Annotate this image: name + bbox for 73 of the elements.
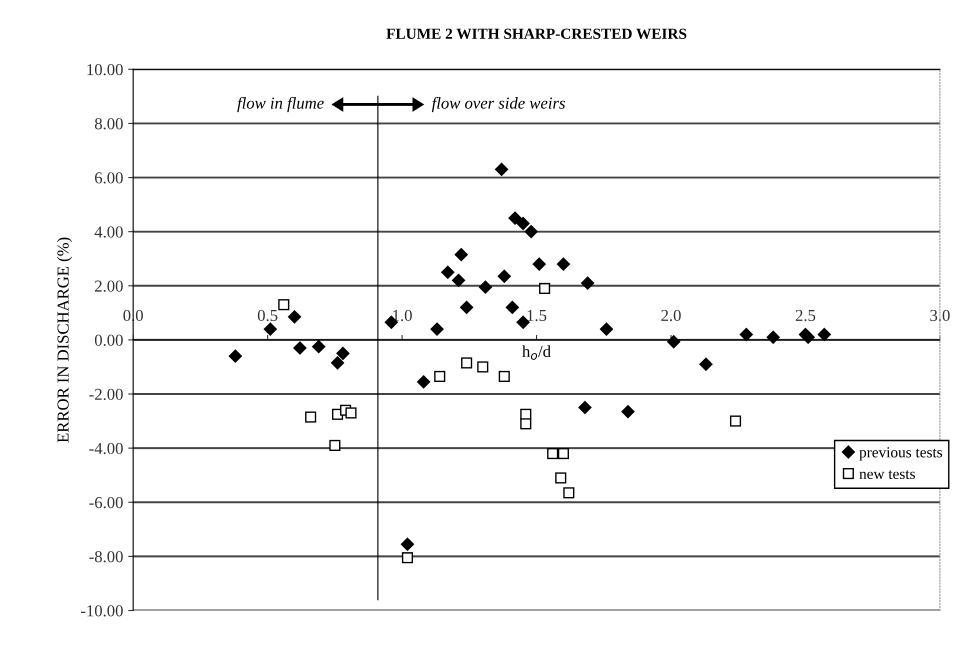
y-tick-label: -4.00 bbox=[89, 442, 123, 454]
point bbox=[330, 356, 344, 370]
x-tick-label: 0.5 bbox=[258, 310, 278, 322]
point bbox=[556, 258, 570, 271]
y-axis-title: ERROR IN DISCHARGE (%) bbox=[56, 238, 72, 442]
x-tick-label: 3.0 bbox=[930, 310, 950, 322]
point bbox=[228, 350, 242, 363]
point bbox=[336, 346, 350, 360]
point bbox=[264, 322, 277, 336]
point bbox=[578, 400, 592, 414]
x-axis-title: h$_{o}$/d bbox=[522, 345, 551, 360]
y-tick-label: 8.00 bbox=[94, 118, 123, 130]
point bbox=[305, 411, 316, 423]
point bbox=[288, 310, 302, 324]
point bbox=[293, 341, 306, 355]
point bbox=[555, 472, 566, 484]
point bbox=[460, 300, 474, 314]
point bbox=[434, 370, 446, 382]
point bbox=[454, 248, 468, 262]
annotation: flow over side weirs bbox=[432, 96, 565, 112]
point bbox=[740, 328, 753, 342]
y-tick-label: 2.00 bbox=[95, 280, 123, 292]
point bbox=[452, 274, 466, 287]
point bbox=[621, 405, 635, 418]
point bbox=[402, 552, 414, 564]
x-tick-label: 2.0 bbox=[661, 310, 681, 322]
point bbox=[498, 370, 510, 382]
y-tick-label: -8.00 bbox=[89, 551, 123, 562]
point bbox=[506, 300, 519, 314]
point bbox=[600, 322, 614, 336]
point bbox=[516, 216, 530, 230]
point bbox=[524, 225, 538, 238]
point bbox=[730, 416, 742, 427]
point bbox=[802, 330, 815, 344]
x-tick-label: 1.0 bbox=[393, 310, 412, 322]
point bbox=[520, 418, 532, 430]
point bbox=[345, 407, 357, 419]
point bbox=[818, 328, 831, 342]
point bbox=[699, 358, 713, 371]
point bbox=[278, 299, 290, 310]
point bbox=[400, 538, 414, 551]
point bbox=[430, 322, 444, 336]
y-tick-label: 0.00 bbox=[94, 334, 123, 346]
point bbox=[478, 280, 492, 294]
annotation: flow in flume bbox=[237, 96, 324, 112]
point bbox=[532, 258, 546, 271]
y-tick-label: -10.00 bbox=[81, 605, 123, 617]
point bbox=[329, 440, 340, 451]
point bbox=[508, 212, 522, 225]
point bbox=[461, 357, 472, 368]
point bbox=[563, 487, 574, 498]
chart-title: FLUME 2 WITH SHARP-CRESTED WEIRS bbox=[386, 28, 686, 39]
point bbox=[547, 448, 558, 460]
legend-label: previous tests bbox=[859, 447, 942, 461]
point bbox=[312, 340, 326, 354]
point bbox=[667, 335, 680, 348]
x-tick-label: 2.5 bbox=[796, 310, 816, 322]
y-tick-label: 4.00 bbox=[94, 226, 123, 238]
point bbox=[539, 282, 550, 294]
point bbox=[494, 162, 508, 176]
y-tick-label: 6.00 bbox=[94, 172, 123, 184]
y-tick-label: -2.00 bbox=[89, 388, 123, 400]
x-tick-label: 1.5 bbox=[528, 310, 546, 322]
point bbox=[417, 375, 430, 388]
point bbox=[477, 361, 488, 373]
legend-label: new tests bbox=[859, 470, 915, 480]
point bbox=[441, 266, 454, 279]
point bbox=[766, 330, 780, 344]
point bbox=[498, 270, 511, 283]
point bbox=[558, 448, 569, 460]
point bbox=[581, 276, 594, 290]
y-tick-label: 10.00 bbox=[87, 64, 123, 76]
y-tick-label: -6.00 bbox=[89, 496, 123, 508]
